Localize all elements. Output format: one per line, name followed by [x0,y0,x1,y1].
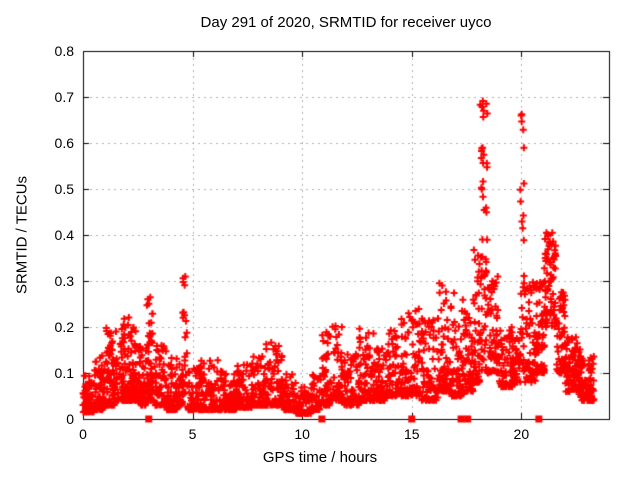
y-tick-label: 0.1 [54,365,74,381]
x-tick-label: 5 [188,426,197,442]
y-tick-label: 0.6 [54,135,74,151]
y-tick-label: 0.7 [54,89,74,105]
x-tick-label: 10 [294,426,310,442]
y-tick-label: 0.2 [54,319,74,335]
x-tick-label: 0 [79,426,87,442]
y-tick-label: 0.3 [54,273,74,289]
chart-title: Day 291 of 2020, SRMTID for receiver uyc… [200,14,492,31]
x-tick-label: 15 [403,426,420,442]
y-tick-label: 0.4 [54,227,74,243]
x-tick-label: 20 [513,426,530,442]
y-tick-label: 0.5 [54,181,74,197]
y-tick-label: 0 [66,411,74,427]
y-tick-label: 0.8 [54,43,74,59]
x-axis-label: GPS time / hours [262,449,378,466]
